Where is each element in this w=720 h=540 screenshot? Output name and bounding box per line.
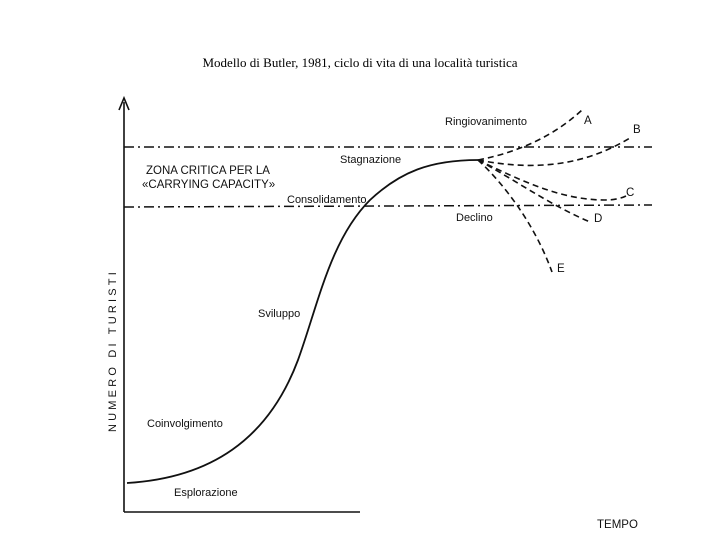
lifecycle-curve bbox=[126, 159, 479, 484]
scenario-c-label: C bbox=[626, 187, 634, 199]
y-axis-arrow bbox=[118, 95, 130, 111]
scenario-d-curve bbox=[477, 159, 591, 223]
scenario-a-curve bbox=[477, 109, 583, 161]
stage-ringiovanimento-label: Ringiovanimento bbox=[445, 116, 527, 128]
scenario-d-label: D bbox=[594, 213, 602, 225]
scenario-c-curve bbox=[477, 159, 627, 201]
stage-sviluppo-label: Sviluppo bbox=[258, 308, 300, 320]
stage-coinvolgimento-label: Coinvolgimento bbox=[147, 418, 223, 430]
critical-zone-label-line2: «CARRYING CAPACITY» bbox=[142, 179, 275, 191]
critical-zone-label-line1: ZONA CRITICA PER LA bbox=[146, 165, 270, 177]
x-axis-label: TEMPO bbox=[597, 519, 638, 531]
scenario-a-label: A bbox=[584, 115, 592, 127]
scenario-b-curve bbox=[477, 137, 631, 167]
stage-esplorazione-label: Esplorazione bbox=[174, 487, 238, 499]
stage-stagnazione-label: Stagnazione bbox=[340, 154, 401, 166]
y-axis-label: NUMERO DI TURISTI bbox=[107, 269, 119, 432]
figure-caption: Modello di Butler, 1981, ciclo di vita d… bbox=[202, 55, 518, 70]
stage-declino-label: Declino bbox=[456, 212, 493, 224]
scenario-e-curve bbox=[477, 159, 553, 273]
carrying-capacity-lower-line bbox=[123, 204, 653, 208]
stage-consolidamento-label: Consolidamento bbox=[287, 194, 367, 206]
scenario-e-label: E bbox=[557, 263, 565, 275]
scenario-b-label: B bbox=[633, 124, 641, 136]
